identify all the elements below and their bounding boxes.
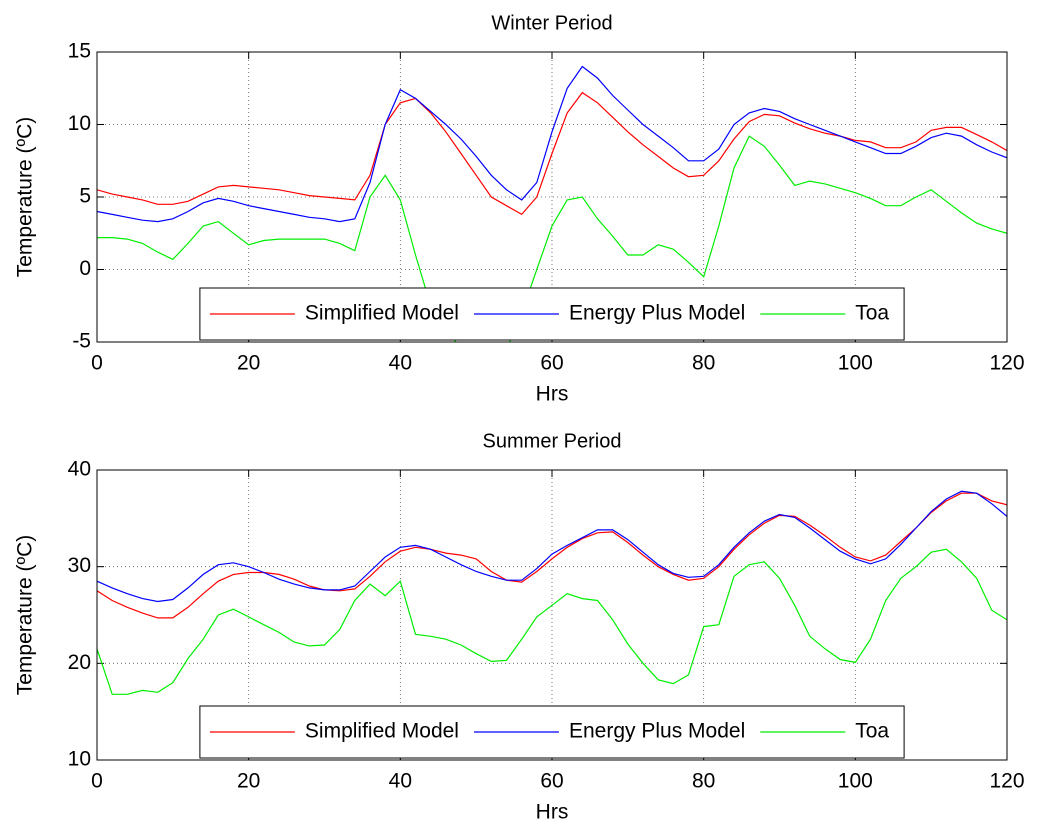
x-tick-label: 0	[91, 770, 103, 793]
lines	[97, 490, 1007, 695]
x-tick-label: 120	[989, 770, 1024, 793]
y-tick-label: 10	[68, 748, 91, 771]
data-line	[97, 91, 1007, 216]
legend-label: Simplified Model	[305, 720, 459, 743]
x-tick-label: 40	[389, 352, 412, 375]
x-tick-label: 20	[237, 352, 260, 375]
y-tick-label: 5	[79, 185, 91, 208]
y-axis-label: Temperature (ºC)	[14, 117, 37, 278]
y-tick-label: 20	[68, 651, 91, 674]
y-tick-label: 10	[68, 112, 91, 135]
x-tick-label: 40	[389, 770, 412, 793]
x-tick-label: 120	[989, 352, 1024, 375]
legend: Simplified Model Energy Plus Model Toa	[199, 705, 905, 759]
legend-label: Toa	[855, 720, 889, 743]
axes-box	[96, 51, 1008, 343]
x-tick-label: 20	[237, 770, 260, 793]
x-axis-label: Hrs	[536, 383, 569, 406]
x-tick-label: 100	[838, 770, 873, 793]
chart-title: Winter Period	[491, 12, 612, 34]
y-tick-label: 0	[79, 257, 91, 280]
y-tick-label: 15	[68, 40, 91, 63]
y-axis-label: Temperature (ºC)	[14, 535, 37, 696]
legend-label: Energy Plus Model	[569, 302, 745, 325]
chart-title: Summer Period	[483, 430, 622, 452]
subplot: 0 20 40 60 80 100 120 10 20 30 40 Summer Period Hrs T…	[14, 430, 1025, 823]
legend-label: Toa	[855, 302, 889, 325]
data-line	[97, 490, 1007, 603]
legend-label: Energy Plus Model	[569, 720, 745, 743]
x-tick-label: 60	[540, 352, 563, 375]
x-tick-label: 60	[540, 770, 563, 793]
legend: Simplified Model Energy Plus Model Toa	[199, 287, 905, 341]
data-line	[97, 548, 1007, 695]
lines	[97, 65, 1007, 342]
y-tick-label: -5	[72, 330, 91, 353]
x-axis-label: Hrs	[536, 801, 569, 824]
x-tick-label: 80	[692, 352, 715, 375]
axes-box	[96, 469, 1008, 761]
legend-label: Simplified Model	[305, 302, 459, 325]
x-tick-label: 100	[838, 352, 873, 375]
data-line	[97, 492, 1007, 619]
x-tick-label: 0	[91, 352, 103, 375]
data-line	[97, 65, 1007, 223]
y-tick-label: 30	[68, 554, 91, 577]
x-tick-label: 80	[692, 770, 715, 793]
y-tick-label: 40	[68, 458, 91, 481]
data-line	[97, 135, 1007, 342]
